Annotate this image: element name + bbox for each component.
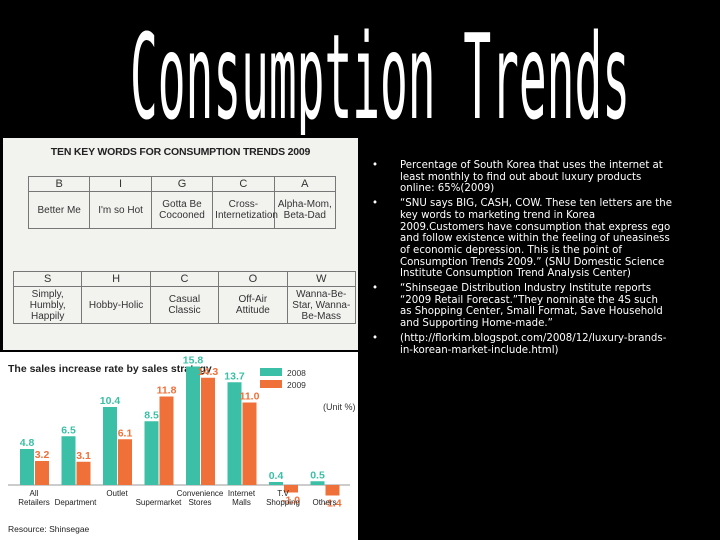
keyword-letter: B <box>27 176 91 192</box>
bullet-dot: • <box>372 198 379 210</box>
category-label: Retailers <box>18 498 50 507</box>
keyword-letter: C <box>149 271 220 287</box>
bullet-dot: • <box>372 283 379 295</box>
bar-2008 <box>61 436 76 485</box>
data-label: 11.0 <box>240 391 260 403</box>
data-label: 6.5 <box>61 424 76 436</box>
bar-2009 <box>76 461 91 485</box>
bullet-item: • “Shinsegae Distribution Industry Insti… <box>372 283 672 330</box>
slide-title-text: Consumption Trends <box>130 8 630 135</box>
keywords-table-2: S H C O W Simply, Humbly, Happily Hobby-… <box>12 271 357 324</box>
bar-2008 <box>103 407 117 485</box>
data-label: 11.8 <box>157 385 177 397</box>
category-label: Department <box>55 498 98 507</box>
bar-2009 <box>201 377 215 485</box>
chart-source: Resource: Shinsegae <box>8 524 90 534</box>
keyword-phrase: Cross-Internetization <box>212 191 278 229</box>
category-label: Others <box>312 498 336 507</box>
category-label: Outlet <box>106 489 128 498</box>
keyword-letter: W <box>286 271 357 287</box>
category-label: Malls <box>232 498 251 507</box>
bar-2009 <box>242 402 257 485</box>
category-label: All <box>30 489 39 498</box>
keywords-phrase-row: Simply, Humbly, Happily Hobby-Holic Casu… <box>12 286 357 324</box>
data-label: 8.5 <box>144 409 159 421</box>
keyword-phrase: Simply, Humbly, Happily <box>12 286 83 324</box>
bullet-list: • Percentage of South Korea that uses th… <box>372 160 672 359</box>
sales-chart-panel: The sales increase rate by sales strateg… <box>0 352 358 540</box>
bar-2008 <box>310 481 325 485</box>
bar-2009 <box>35 461 49 485</box>
keyword-letter: I <box>89 176 152 192</box>
bullet-text: Percentage of South Korea that uses the … <box>400 160 663 195</box>
keyword-phrase: I'm so Hot <box>89 191 152 229</box>
data-label: 6.1 <box>118 427 133 439</box>
keyword-phrase: Gotta Be Cocooned <box>150 191 214 229</box>
keywords-table-1: B I G C A Better Me I'm so Hot Gotta Be … <box>27 176 337 229</box>
slide-title: Consumption Trends <box>129 7 632 136</box>
category-label: Convenience <box>177 489 224 498</box>
keyword-phrase: Off-Air Attitude <box>218 286 288 324</box>
bar-2009 <box>284 485 298 493</box>
bullet-text: “SNU says BIG, CASH, COW. These ten lett… <box>400 198 672 280</box>
keyword-letter: A <box>273 176 337 192</box>
bullet-dot: • <box>372 332 379 344</box>
keyword-letter: C <box>212 176 275 192</box>
category-label: Stores <box>188 498 211 507</box>
bar-2009 <box>159 396 174 485</box>
data-label: 13.7 <box>224 370 245 382</box>
category-label: Internet <box>228 489 256 498</box>
bar-2008 <box>144 421 159 485</box>
bullet-dot: • <box>372 160 379 171</box>
data-label: 0.4 <box>269 470 284 482</box>
keyword-phrase: Hobby-Holic <box>81 286 151 324</box>
keyword-letter: S <box>12 271 83 287</box>
data-label: -1.4 <box>323 498 341 510</box>
bullet-item: • Percentage of South Korea that uses th… <box>372 160 672 195</box>
data-label: 3.2 <box>35 449 50 461</box>
sales-bar-chart: The sales increase rate by sales strateg… <box>8 355 356 534</box>
bar-2008 <box>186 366 200 485</box>
keywords-panel: TEN KEY WORDS FOR CONSUMPTION TRENDS 200… <box>3 138 358 350</box>
category-label: Shopping <box>266 498 300 507</box>
keywords-letter-row: S H C O W <box>12 271 357 287</box>
bar-2008 <box>269 482 283 485</box>
keywords-letter-row: B I G C A <box>27 176 337 192</box>
data-label: -1.0 <box>282 495 300 507</box>
data-label: 15.8 <box>183 355 204 367</box>
chart-title: The sales increase rate by sales strateg… <box>8 363 212 375</box>
bar-2008 <box>20 449 34 485</box>
bullet-item: • (http://florkim.blogspot.com/2008/12/l… <box>372 333 672 356</box>
keyword-letter: O <box>218 271 288 287</box>
keyword-letter: H <box>81 271 151 287</box>
keyword-phrase: Alpha-Mom, Beta-Dad <box>273 191 337 229</box>
data-label: 14.3 <box>198 366 219 378</box>
category-label: Supermarket <box>136 498 183 507</box>
chart-unit-label: (Unit %) <box>323 402 356 412</box>
keyword-phrase: Better Me <box>27 191 91 229</box>
data-label: 4.8 <box>20 437 35 449</box>
bar-2008 <box>227 382 242 485</box>
data-label: 10.4 <box>100 395 121 407</box>
legend-swatch <box>260 368 282 376</box>
legend-swatch <box>260 380 282 388</box>
keyword-phrase: Wanna-Be-Star, Wanna-Be-Mass <box>286 286 357 324</box>
bullet-link[interactable]: (http://florkim.blogspot.com/2008/12/lux… <box>400 332 667 356</box>
category-label: T.V <box>277 489 289 498</box>
data-label: 0.5 <box>310 469 325 481</box>
bullet-item: • “SNU says BIG, CASH, COW. These ten le… <box>372 198 672 280</box>
bar-2009 <box>325 485 340 496</box>
legend-label: 2008 <box>287 368 306 378</box>
keyword-letter: G <box>150 176 214 192</box>
keywords-phrase-row: Better Me I'm so Hot Gotta Be Cocooned C… <box>27 191 337 229</box>
bar-2009 <box>118 439 132 485</box>
data-label: 3.1 <box>76 450 91 462</box>
bullet-text: “Shinsegae Distribution Industry Institu… <box>400 283 663 330</box>
legend-label: 2009 <box>287 380 306 390</box>
keywords-title: TEN KEY WORDS FOR CONSUMPTION TRENDS 200… <box>50 146 311 158</box>
keyword-phrase: Casual Classic <box>149 286 220 324</box>
